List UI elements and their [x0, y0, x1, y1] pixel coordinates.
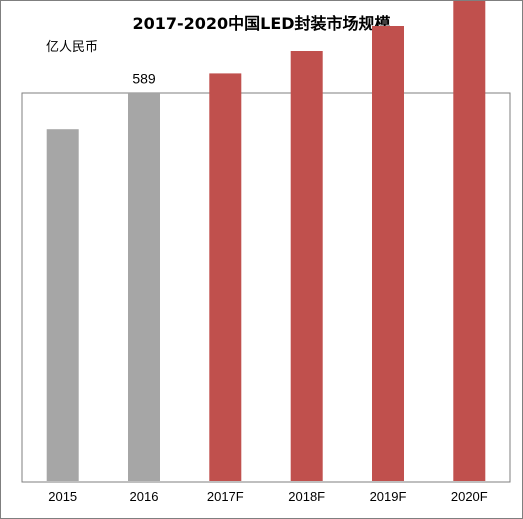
x-tick-label: 2020F	[451, 489, 488, 504]
bar-2015	[46, 129, 79, 481]
bar-2016	[128, 93, 160, 481]
chart-title: 2017-2020中国LED封装市场规模	[132, 14, 391, 33]
data-label: 589	[132, 71, 156, 87]
x-tick-label: 2015	[48, 489, 77, 504]
bar-2017F	[209, 73, 242, 482]
y-axis-unit-label: 亿人民币	[46, 40, 99, 55]
x-tick-label: 2017F	[207, 489, 244, 504]
x-tick-label: 2019F	[370, 489, 407, 504]
bar-2020F	[453, 1, 486, 481]
x-tick-label: 2016	[130, 489, 159, 504]
bar-2019F	[372, 26, 404, 481]
bar-2018F	[290, 51, 323, 481]
plot-area-border	[21, 92, 511, 483]
x-tick-label: 2018F	[288, 489, 325, 504]
